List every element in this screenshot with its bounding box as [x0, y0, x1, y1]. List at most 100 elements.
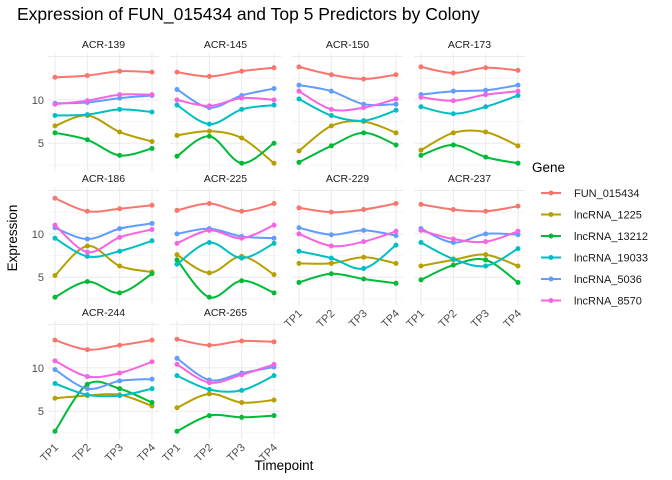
- x-tick-label: TP3: [225, 442, 248, 465]
- data-point: [174, 69, 180, 75]
- series-line: [176, 392, 275, 409]
- series-fun-015434: [296, 200, 399, 215]
- data-point: [296, 205, 302, 211]
- data-point: [515, 203, 521, 209]
- series-lncrna-8570: [174, 222, 277, 246]
- data-point: [393, 233, 399, 239]
- data-point: [117, 95, 123, 101]
- series-lncrna-19033: [174, 240, 277, 267]
- series-line: [298, 120, 397, 152]
- series-lncrna-13212: [296, 130, 399, 165]
- data-point: [361, 254, 367, 260]
- data-point: [117, 226, 123, 232]
- series-line: [420, 129, 519, 152]
- series-lncrna-13212: [52, 130, 155, 158]
- series-lncrna-13212: [296, 271, 399, 286]
- series-line: [298, 226, 397, 237]
- data-point: [271, 200, 277, 206]
- data-point: [239, 160, 245, 166]
- series-line: [54, 380, 153, 432]
- series-line: [54, 114, 153, 143]
- data-point: [361, 266, 367, 272]
- y-tick-label: 5: [38, 272, 44, 284]
- data-point: [206, 103, 212, 109]
- data-point: [174, 355, 180, 361]
- data-point: [418, 227, 424, 233]
- data-point: [418, 201, 424, 207]
- data-point: [328, 88, 334, 94]
- data-point: [450, 262, 456, 268]
- legend-key-point: [548, 276, 554, 282]
- data-point: [393, 242, 399, 248]
- series-lncrna-8570: [296, 88, 399, 112]
- data-point: [393, 260, 399, 266]
- data-point: [84, 236, 90, 242]
- data-point: [174, 361, 180, 367]
- x-tick-label: TP1: [404, 308, 427, 331]
- series-lncrna-19033: [174, 102, 277, 127]
- panel-grid: [414, 187, 525, 305]
- legend-label: lncRNA_8570: [574, 296, 642, 308]
- data-point: [483, 208, 489, 214]
- data-point: [206, 294, 212, 300]
- data-point: [84, 374, 90, 380]
- data-point: [418, 263, 424, 269]
- panel-strip-label: ACR-237: [448, 173, 491, 185]
- x-tick-label: TP4: [501, 308, 524, 331]
- data-point: [483, 129, 489, 135]
- legend-key-point: [548, 255, 554, 260]
- data-point: [271, 97, 277, 103]
- data-point: [483, 231, 489, 237]
- data-point: [483, 92, 489, 98]
- data-point: [515, 279, 521, 285]
- data-point: [271, 140, 277, 146]
- series-line: [176, 413, 275, 433]
- legend-item-fun-015434: FUN_015434: [541, 188, 639, 200]
- data-point: [515, 263, 521, 269]
- data-point: [239, 400, 245, 406]
- panel-acr-244: ACR-244 5 10 TP1 TP2 TP3 TP4: [32, 307, 159, 464]
- series-lncrna-19033: [296, 96, 399, 124]
- series-line: [54, 382, 153, 398]
- data-point: [450, 240, 456, 246]
- data-point: [515, 228, 521, 234]
- data-point: [52, 101, 58, 107]
- panel-strip-label: ACR-225: [204, 173, 247, 185]
- y-axis-title: Expression: [5, 205, 20, 272]
- data-point: [328, 112, 334, 118]
- series-line: [176, 66, 275, 78]
- data-point: [117, 378, 123, 384]
- data-point: [117, 92, 123, 98]
- data-point: [239, 414, 245, 420]
- data-point: [361, 130, 367, 136]
- data-point: [52, 112, 58, 118]
- series-lncrna-8570: [296, 228, 399, 249]
- data-point: [393, 130, 399, 136]
- data-point: [271, 235, 277, 241]
- data-point: [52, 337, 58, 343]
- panel-acr-150: ACR-150: [292, 39, 403, 171]
- y-tick-label: 10: [32, 95, 44, 107]
- data-point: [361, 239, 367, 245]
- data-point: [174, 86, 180, 92]
- data-point: [296, 248, 302, 254]
- data-point: [296, 148, 302, 154]
- series-lncrna-19033: [174, 373, 277, 393]
- data-point: [84, 112, 90, 118]
- data-point: [450, 236, 456, 242]
- data-point: [271, 160, 277, 166]
- series-line: [298, 230, 397, 248]
- data-point: [328, 123, 334, 129]
- series-fun-015434: [52, 195, 155, 214]
- chart-title: Expression of FUN_015434 and Top 5 Predi…: [17, 4, 480, 25]
- data-point: [515, 88, 521, 94]
- data-point: [174, 97, 180, 103]
- data-point: [149, 359, 155, 365]
- data-point: [393, 107, 399, 113]
- data-point: [52, 235, 58, 241]
- series-lncrna-13212: [174, 133, 277, 166]
- data-point: [271, 413, 277, 419]
- data-point: [84, 243, 90, 249]
- y-tick-label: 5: [38, 138, 44, 150]
- data-point: [296, 96, 302, 102]
